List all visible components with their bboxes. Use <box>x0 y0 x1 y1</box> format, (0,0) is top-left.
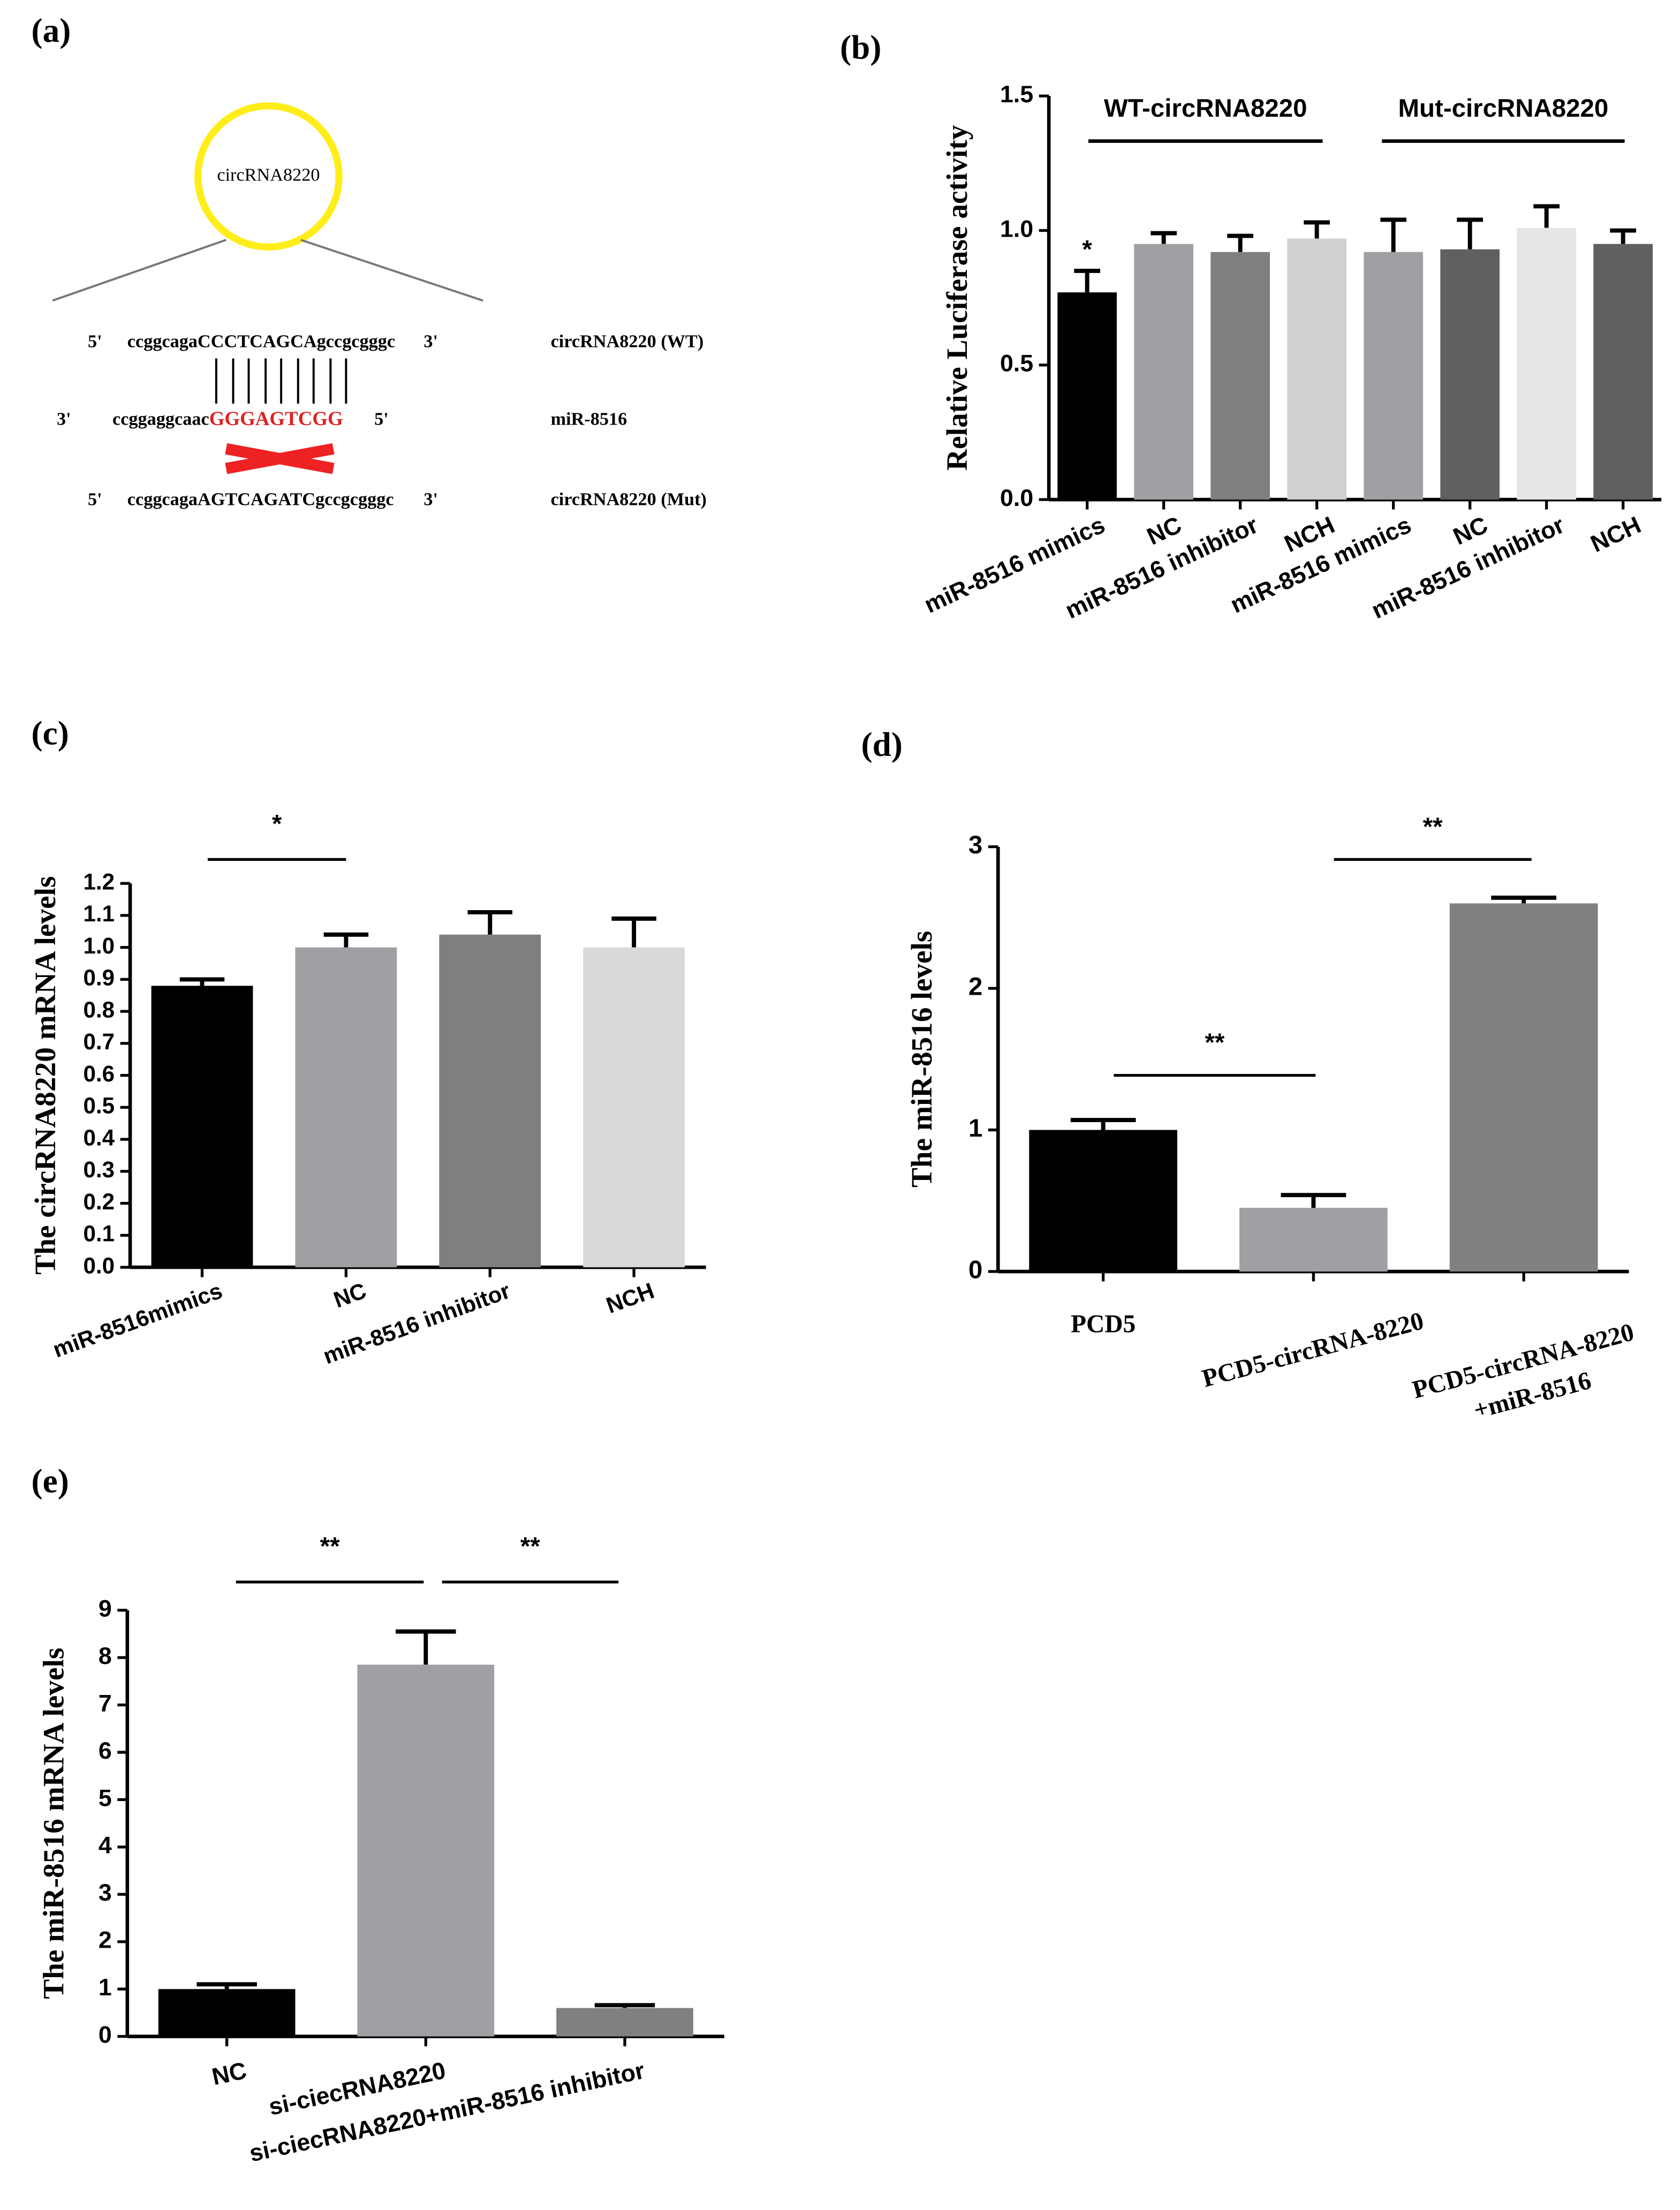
significance: * <box>1082 236 1092 264</box>
group-label: WT-circRNA8220 <box>1104 94 1307 123</box>
y-tick-label: 5 <box>99 1784 112 1811</box>
bar <box>158 1989 296 2037</box>
bar <box>1287 238 1346 500</box>
y-tick-label: 1.1 <box>83 901 115 926</box>
y-tick-label: 0.7 <box>83 1029 115 1054</box>
panel-label: (c) <box>32 715 69 752</box>
end-label: 3' <box>57 408 71 429</box>
y-tick-label: 0.9 <box>83 965 115 990</box>
x-tick-label: PCD5-circRNA-8220+miR-8516 <box>1410 1318 1646 1439</box>
bar <box>1593 244 1653 500</box>
y-tick-label: 3 <box>968 831 982 859</box>
end-label: 5' <box>374 408 389 429</box>
circle-label: circRNA8220 <box>217 164 320 185</box>
y-tick-label: 0.3 <box>83 1157 115 1182</box>
x-tick-label: PCD5 <box>1071 1311 1136 1338</box>
y-tick-label: 3 <box>99 1879 112 1906</box>
y-tick-label: 2 <box>968 973 982 1001</box>
circrna-circle <box>194 102 343 251</box>
y-axis-label: The circRNA8220 mRNA levels <box>29 876 62 1274</box>
bar <box>1449 903 1598 1272</box>
x-tick-label: miR-8516mimics <box>50 1278 226 1363</box>
sequence: ccggaggcaac <box>112 408 209 429</box>
bar <box>1440 249 1500 500</box>
group-label: Mut-circRNA8220 <box>1398 94 1609 123</box>
bar <box>1517 228 1577 500</box>
sequence-name: circRNA8220 (WT) <box>551 331 704 351</box>
significance: ** <box>520 1532 540 1561</box>
y-tick-label: 0.0 <box>83 1253 115 1278</box>
y-tick-label: 0.6 <box>83 1061 115 1086</box>
significance: ** <box>1205 1028 1224 1057</box>
y-tick-label: 0 <box>968 1256 982 1284</box>
y-tick-label: 8 <box>99 1643 112 1669</box>
y-axis-label: The miR-8516 levels <box>905 931 938 1188</box>
bar <box>556 2008 693 2037</box>
y-tick-label: 0.2 <box>83 1189 115 1214</box>
y-axis-label: Relative Luciferase activity <box>941 125 973 471</box>
bar <box>1210 252 1270 500</box>
y-tick-label: 0.5 <box>83 1093 115 1118</box>
sequence-name: miR-8516 <box>551 408 627 429</box>
y-tick-label: 4 <box>99 1832 112 1859</box>
y-tick-label: 0.4 <box>83 1125 115 1150</box>
y-tick-label: 1.2 <box>83 869 115 894</box>
sequence: ccggcagaAGTCAGATCgccgcgggc <box>127 489 394 510</box>
x-tick-label: NCH <box>1586 511 1645 557</box>
bar <box>1057 292 1117 500</box>
x-tick-label: NCH <box>603 1278 657 1318</box>
x-tick-label: PCD5-circRNA-8220 <box>1199 1307 1427 1392</box>
sequence: ccggcagaCCCTCAGCAgccgcgggc <box>127 331 395 351</box>
end-label: 5' <box>88 489 102 510</box>
x-tick-label: NC <box>330 1278 369 1313</box>
bar <box>583 947 685 1268</box>
bar <box>1364 252 1424 500</box>
y-tick-label: 1.0 <box>83 933 115 958</box>
significance: * <box>272 810 282 838</box>
y-tick-label: 7 <box>99 1690 112 1716</box>
end-label: 5' <box>88 331 102 351</box>
bar <box>1134 244 1193 500</box>
bar <box>357 1664 495 2037</box>
y-tick-label: 0.8 <box>83 997 115 1022</box>
y-tick-label: 1.0 <box>1000 215 1033 242</box>
bar <box>439 934 541 1268</box>
y-tick-label: 9 <box>99 1595 112 1622</box>
pairing-lines <box>215 358 347 404</box>
sequence-name: circRNA8220 (Mut) <box>551 489 707 510</box>
end-label: 3' <box>423 489 438 510</box>
bar <box>1029 1130 1178 1272</box>
bar <box>295 947 397 1268</box>
zoom-line <box>300 239 483 302</box>
y-tick-label: 0 <box>99 2022 112 2048</box>
panel-label: (d) <box>861 726 903 763</box>
end-label: 3' <box>423 331 438 351</box>
y-tick-label: 2 <box>99 1927 112 1954</box>
y-tick-label: 1.5 <box>1000 81 1033 108</box>
significance: ** <box>320 1532 340 1561</box>
panel-label: (a) <box>32 12 71 49</box>
y-tick-label: 1 <box>99 1974 112 2001</box>
y-tick-label: 0.5 <box>1000 350 1033 377</box>
y-tick-label: 0.1 <box>83 1221 115 1246</box>
y-tick-label: 0.0 <box>1000 485 1033 511</box>
y-axis-label: The miR-8516 mRNA levels <box>37 1648 70 1999</box>
mutation-cross <box>225 443 335 474</box>
y-tick-label: 1 <box>968 1114 982 1142</box>
y-tick-label: 6 <box>99 1737 112 1764</box>
sequence-highlight: GGGAGTCGG <box>209 407 343 429</box>
panel-label: (e) <box>32 1463 69 1500</box>
bar <box>1239 1208 1388 1272</box>
zoom-line <box>52 239 226 302</box>
x-tick-label: NC <box>209 2057 249 2090</box>
significance: ** <box>1423 813 1443 841</box>
bar <box>151 986 253 1268</box>
panel-label: (b) <box>840 28 881 66</box>
